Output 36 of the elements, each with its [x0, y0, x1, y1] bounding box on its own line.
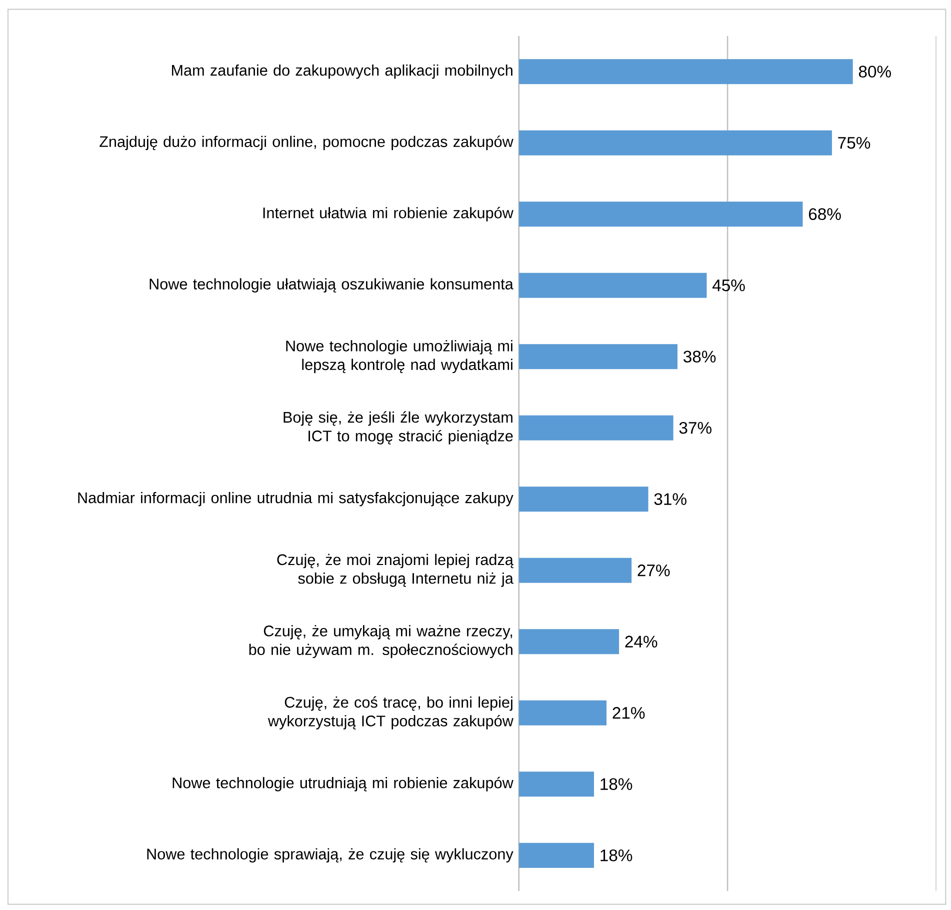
bar [518, 59, 853, 84]
bar [518, 130, 832, 156]
data-label: 18% [600, 850, 632, 862]
data-label: 80% [858, 66, 891, 78]
bar [518, 772, 594, 797]
bar [518, 202, 803, 227]
y-tick-label: Nadmiar informacji online utrudnia mi satysfakcjonujące zakupy [78, 492, 514, 506]
data-label: 38% [683, 350, 716, 363]
y-tick-label: Czuję, że coś tracę, bo inni lepiej wykorzystują ICT podczas zakupów [268, 696, 514, 730]
bar [518, 344, 678, 370]
y-tick-label: Nowe technologie sprawiają, że czuję się wykluczony [147, 848, 514, 863]
bar [518, 416, 674, 441]
data-label: 21% [612, 707, 645, 719]
y-tick-label: Nowe technologie ułatwiają oszukiwanie konsumenta [150, 278, 514, 293]
y-tick-label: Internet ułatwia mi robienie zakupów [263, 207, 514, 222]
y-tick-label: Mam zaufanie do zakupowych aplikacji mobilnych [172, 64, 512, 79]
data-label: 24% [625, 636, 658, 648]
bar [518, 273, 707, 298]
data-label: 75% [838, 137, 870, 149]
data-label: 31% [654, 493, 686, 506]
bar [518, 843, 594, 868]
data-label: 37% [679, 422, 712, 434]
bar [518, 700, 607, 726]
data-label: 27% [638, 564, 670, 576]
y-tick-label: Czuję, że moi znajomi lepiej radzą sobie z obsługą Internetu niż ja [277, 554, 514, 588]
y-tick-label: Czuję, że umykają mi ważne rzeczy, bo nie używam m. społecznościowych [249, 625, 512, 658]
data-label: 68% [808, 208, 841, 220]
data-label: 18% [600, 778, 632, 790]
y-tick-label: Nowe technologie utrudniają mi robienie zakupów [172, 777, 514, 792]
bar [518, 558, 632, 584]
y-tick-label: Boję się, że jeśli źle wykorzystam ICT to mogę stracić pieniądze [284, 411, 513, 445]
bar [518, 629, 620, 654]
y-tick-label: Nowe technologie umożliwiają mi lepszą kontrolę nad wydatkami [286, 340, 512, 374]
bar [518, 486, 648, 512]
data-label: 45% [712, 280, 745, 292]
y-tick-label: Znajduję dużo informacji online, pomocne podczas zakupów [100, 136, 514, 150]
